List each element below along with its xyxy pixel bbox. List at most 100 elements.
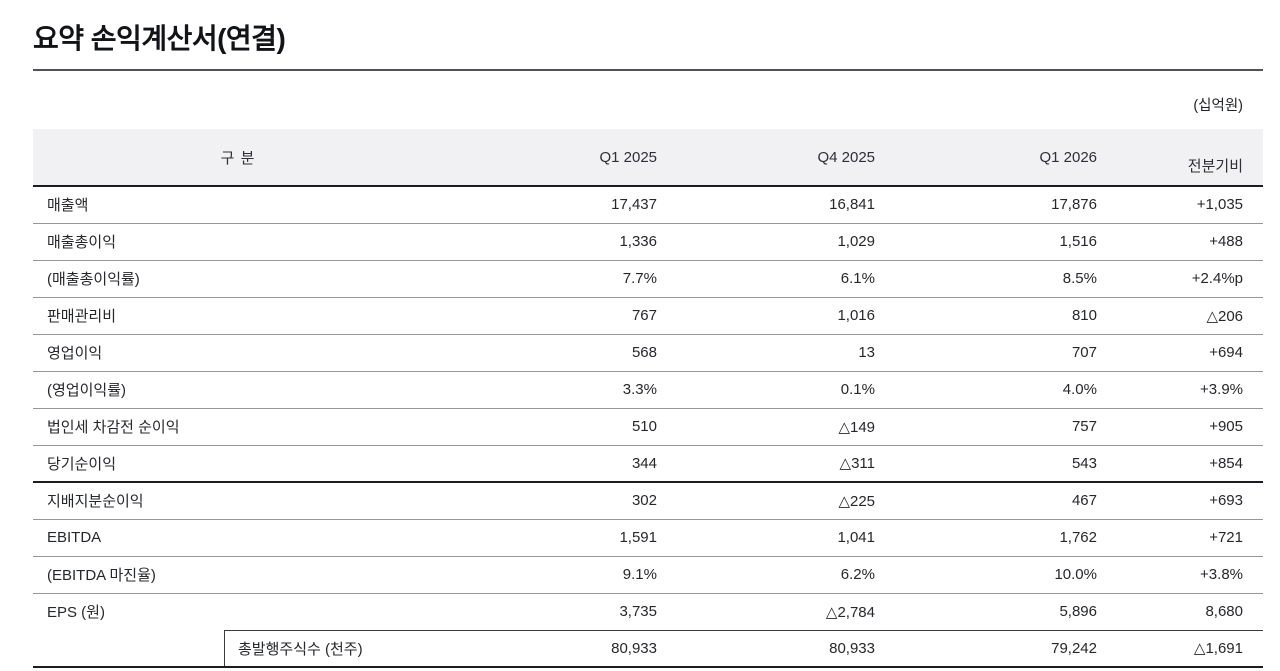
label-wrap: 판매관리비 <box>47 298 443 334</box>
cell-qoq: +3.8% <box>1097 556 1263 594</box>
cell-qoq: +2.4%p <box>1097 260 1263 298</box>
cell-label: (영업이익률) <box>33 371 443 409</box>
table-row: (EBITDA 마진율) 9.1% 6.2% 10.0% +3.8% <box>33 556 1263 594</box>
row-label: (매출총이익률) <box>47 271 140 288</box>
cell-label: 법인세 차감전 순이익 <box>33 408 443 446</box>
cell-q1-2025: 9.1% <box>443 556 657 594</box>
cell-q1-2025: 80,933 <box>443 629 657 668</box>
header-row: 구 분 Q1 2025 Q4 2025 Q1 2026 전분기비 <box>33 129 1263 187</box>
cell-q4-2025: △149 <box>657 408 875 446</box>
cell-q4-2025: △311 <box>657 445 875 483</box>
row-label: 법인세 차감전 순이익 <box>47 419 180 436</box>
cell-q4-2025: 6.2% <box>657 556 875 594</box>
label-wrap: 법인세 차감전 순이익 <box>47 409 443 445</box>
cell-q1-2026: 707 <box>875 334 1097 372</box>
label-wrap: 지배지분순이익 <box>47 483 443 519</box>
cell-qoq: +488 <box>1097 223 1263 261</box>
label-wrap: 당기순이익 <box>47 446 443 482</box>
cell-q1-2025: 568 <box>443 334 657 372</box>
table-row: 판매관리비 767 1,016 810 △206 <box>33 297 1263 335</box>
table-row: 당기순이익 344 △311 543 +854 <box>33 445 1263 483</box>
cell-q1-2025: 3,735 <box>619 603 657 620</box>
table-row: (영업이익률) 3.3% 0.1% 4.0% +3.9% <box>33 371 1263 409</box>
label-wrap: (EBITDA 마진율) <box>47 557 443 593</box>
table-row: 지배지분순이익 302 △225 467 +693 <box>33 482 1263 520</box>
cell-q1-2025: 1,336 <box>443 223 657 261</box>
table-row: 매출액 17,437 16,841 17,876 +1,035 <box>33 186 1263 224</box>
cell-qoq: +694 <box>1097 334 1263 372</box>
cell-q4-2025: 16,841 <box>657 186 875 224</box>
table-header: 구 분 Q1 2025 Q4 2025 Q1 2026 전분기비 <box>33 129 1263 187</box>
cell-label: 매출총이익 <box>33 223 443 261</box>
header-q1-2025: Q1 2025 <box>443 129 657 187</box>
cell-label: (매출총이익률) <box>33 260 443 298</box>
row-label: EPS (원) <box>47 604 105 622</box>
cell-q1-2026: 543 <box>875 445 1097 483</box>
label-wrap: 매출액 <box>47 187 443 223</box>
cell-qoq: △1,691 <box>1097 629 1263 668</box>
cell-q4-2025: 1,016 <box>657 297 875 335</box>
cell-q4-2025: 1,041 <box>657 519 875 557</box>
row-label: 판매관리비 <box>47 308 117 325</box>
label-wrap: (영업이익률) <box>47 372 443 408</box>
cell-q1-2025: 7.7% <box>443 260 657 298</box>
label-wrap: (매출총이익률) <box>47 261 443 297</box>
cell-q4-2025: 6.1% <box>657 260 875 298</box>
page-title: 요약 손익계산서(연결) <box>33 0 1263 71</box>
row-label: EBITDA <box>47 529 102 546</box>
cell-qoq: +693 <box>1097 482 1263 520</box>
cell-label: EBITDA <box>33 519 443 557</box>
cell-q1-2026: 10.0% <box>875 556 1097 594</box>
cell-qoq: +854 <box>1097 445 1263 483</box>
label-wrap: 총발행주식수 (천주) <box>224 630 443 666</box>
cell-q4-2025: 80,933 <box>657 629 875 668</box>
cell-q4-2025: △225 <box>657 482 875 520</box>
table-row: 영업이익 568 13 707 +694 <box>33 334 1263 372</box>
cell-label: EPS (원) <box>33 593 443 630</box>
header-q4-2025: Q4 2025 <box>657 129 875 187</box>
table-row: EBITDA 1,591 1,041 1,762 +721 <box>33 519 1263 557</box>
cell-q4-2025: 0.1% <box>657 371 875 409</box>
header-qoq: 전분기비 <box>1097 129 1263 187</box>
report-content: 요약 손익계산서(연결) (십억원) 구 분 Q1 2025 Q4 2025 Q… <box>33 0 1263 668</box>
header-q1-2026: Q1 2026 <box>875 129 1097 187</box>
cell-qoq: 8,680 <box>1205 603 1243 620</box>
row-label: 총발행주식수 (천주) <box>238 641 363 658</box>
cell-label: 판매관리비 <box>33 297 443 335</box>
label-wrap: 매출총이익 <box>47 224 443 260</box>
cell-q1-2026: 810 <box>875 297 1097 335</box>
label-wrap: 영업이익 <box>47 335 443 371</box>
cell-q4-2025: 13 <box>657 334 875 372</box>
cell-q4-2025: △2,784 <box>825 603 875 621</box>
table-row: (매출총이익률) 7.7% 6.1% 8.5% +2.4%p <box>33 260 1263 298</box>
unit-label: (십억원) <box>1193 98 1243 114</box>
header-category: 구 분 <box>33 129 443 187</box>
row-label: 지배지분순이익 <box>47 493 144 511</box>
cell-q1-2026: 79,242 <box>875 629 1097 668</box>
table-row: EPS (원) 3,735 △2,784 5,896 8,680 <box>33 593 1263 630</box>
cell-q1-2025: 302 <box>443 482 657 520</box>
cell-label: 지배지분순이익 <box>33 482 443 520</box>
income-statement-table: 구 분 Q1 2025 Q4 2025 Q1 2026 전분기비 매출액 17,… <box>33 129 1263 668</box>
cell-q1-2025: 3.3% <box>443 371 657 409</box>
cell-label: (EBITDA 마진율) <box>33 556 443 594</box>
table-row: 매출총이익 1,336 1,029 1,516 +488 <box>33 223 1263 261</box>
label-wrap: EPS (원) <box>47 594 443 631</box>
cell-label: 총발행주식수 (천주) <box>33 630 443 668</box>
cell-q1-2026: 467 <box>875 482 1097 520</box>
cell-q1-2026: 17,876 <box>875 186 1097 224</box>
cell-q1-2025: 17,437 <box>443 186 657 224</box>
cell-qoq: △206 <box>1097 297 1263 335</box>
table-row: 총발행주식수 (천주) 80,933 80,933 79,242 △1,691 <box>33 629 1263 668</box>
table-body: 매출액 17,437 16,841 17,876 +1,035 매출총이익 1,… <box>33 186 1263 668</box>
label-wrap: EBITDA <box>47 520 443 556</box>
table-row: 법인세 차감전 순이익 510 △149 757 +905 <box>33 408 1263 446</box>
cell-label: 당기순이익 <box>33 445 443 483</box>
cell-q1-2025: 344 <box>443 445 657 483</box>
cell-q1-2026: 1,516 <box>875 223 1097 261</box>
cell-q1-2025: 1,591 <box>443 519 657 557</box>
row-label: 매출액 <box>47 197 89 215</box>
cell-q1-2025: 767 <box>443 297 657 335</box>
row-label: (영업이익률) <box>47 382 126 399</box>
